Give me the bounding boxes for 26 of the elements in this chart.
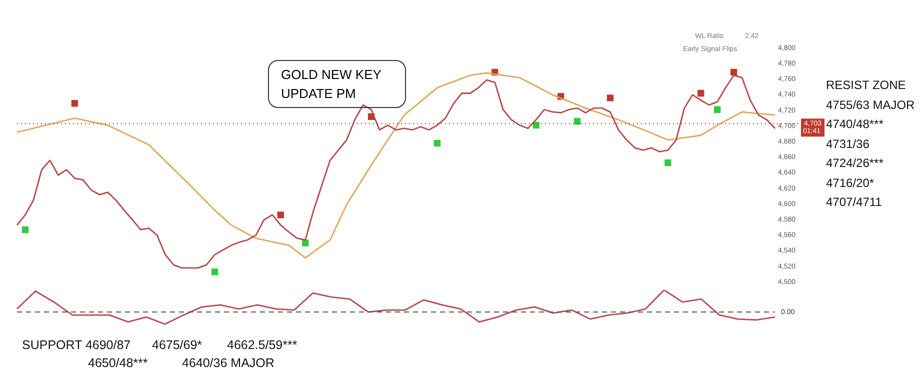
point xyxy=(574,118,581,125)
text: 4707/4711 xyxy=(826,195,882,209)
point xyxy=(71,100,78,107)
point xyxy=(698,90,704,97)
text: 4640/36 MAJOR xyxy=(182,356,274,370)
point xyxy=(532,122,540,129)
point xyxy=(22,226,29,234)
point xyxy=(302,240,309,246)
text: 4650/48*** xyxy=(88,356,148,370)
text: GOLD NEW KEY UPDATE PM xyxy=(268,60,406,108)
point xyxy=(211,268,218,276)
text: 4740/48*** xyxy=(826,117,884,131)
point xyxy=(277,212,284,218)
text: 4716/20* xyxy=(826,176,874,190)
text: 4731/36 xyxy=(826,136,870,150)
text: 4755/63 MAJOR xyxy=(826,98,915,112)
text: 4662.5/59*** xyxy=(227,338,298,352)
point xyxy=(730,68,738,76)
text: 4675/69* xyxy=(152,338,202,352)
text: SUPPORT 4690/87 xyxy=(22,338,131,352)
text: 4724/26*** xyxy=(826,156,884,170)
text: RESIST ZONE xyxy=(826,78,906,92)
point xyxy=(606,94,614,102)
point xyxy=(714,106,721,113)
point xyxy=(434,140,441,146)
point xyxy=(664,159,672,166)
